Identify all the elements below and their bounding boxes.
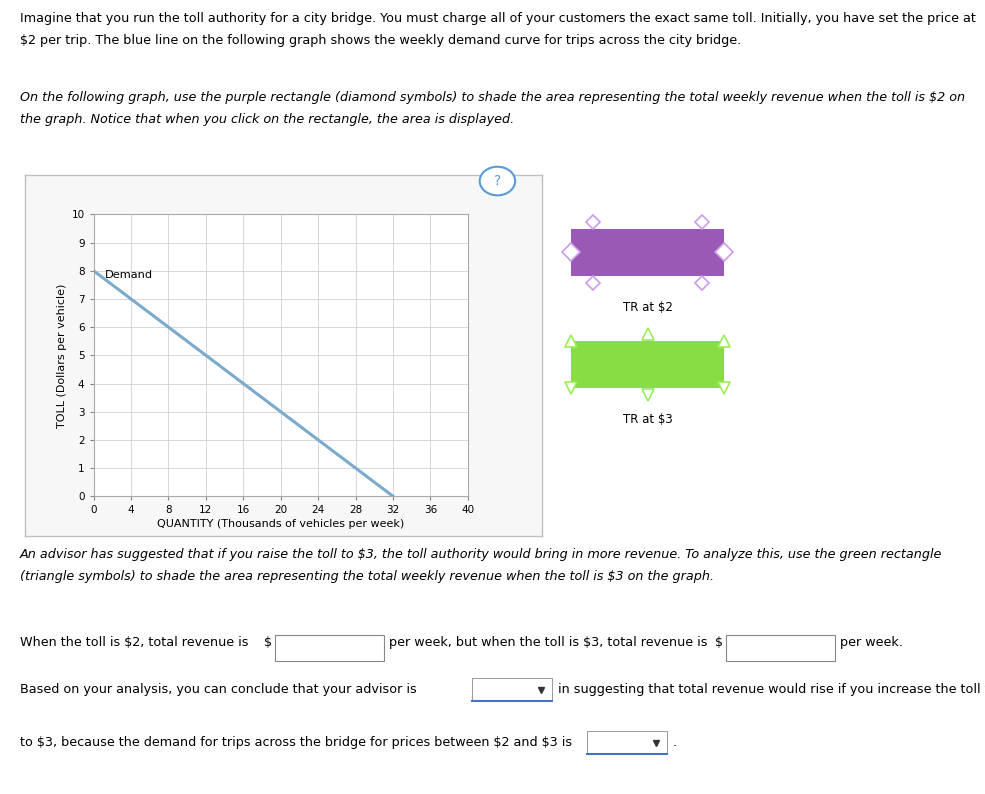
Bar: [587, 731, 668, 754]
Text: When the toll is $2, total revenue is: When the toll is $2, total revenue is: [20, 636, 252, 649]
Circle shape: [480, 167, 515, 195]
Text: ?: ?: [493, 174, 501, 188]
Text: per week, but when the toll is $3, total revenue is: per week, but when the toll is $3, total…: [389, 636, 712, 649]
Text: in suggesting that total revenue would rise if you increase the toll from $2: in suggesting that total revenue would r…: [554, 684, 985, 696]
Text: $: $: [264, 636, 272, 649]
Text: to $3, because the demand for trips across the bridge for prices between $2 and : to $3, because the demand for trips acro…: [20, 736, 576, 750]
Bar: [726, 635, 835, 661]
Text: Imagine that you run the toll authority for a city bridge. You must charge all o: Imagine that you run the toll authority …: [20, 12, 975, 47]
Text: Based on your analysis, you can conclude that your advisor is: Based on your analysis, you can conclude…: [20, 684, 421, 696]
Bar: [275, 635, 384, 661]
Text: .: .: [672, 736, 677, 750]
Text: per week.: per week.: [840, 636, 903, 649]
Text: $: $: [715, 636, 723, 649]
X-axis label: QUANTITY (Thousands of vehicles per week): QUANTITY (Thousands of vehicles per week…: [157, 519, 405, 530]
Y-axis label: TOLL (Dollars per vehicle): TOLL (Dollars per vehicle): [57, 283, 67, 427]
Text: On the following graph, use the purple rectangle (diamond symbols) to shade the : On the following graph, use the purple r…: [20, 91, 965, 126]
Bar: [571, 341, 724, 387]
Text: TR at $2: TR at $2: [623, 301, 673, 314]
Bar: [472, 678, 552, 701]
Bar: [571, 229, 724, 276]
Text: An advisor has suggested that if you raise the toll to $3, the toll authority wo: An advisor has suggested that if you rai…: [20, 548, 942, 583]
Text: Demand: Demand: [104, 270, 153, 279]
Text: TR at $3: TR at $3: [623, 413, 673, 426]
